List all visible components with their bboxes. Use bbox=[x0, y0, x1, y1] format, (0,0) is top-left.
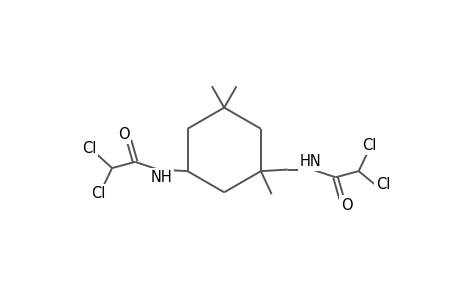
Text: Cl: Cl bbox=[362, 138, 376, 153]
Text: Cl: Cl bbox=[375, 178, 390, 193]
Text: Cl: Cl bbox=[91, 186, 105, 201]
Text: O: O bbox=[341, 197, 352, 212]
Text: Cl: Cl bbox=[82, 140, 96, 155]
Text: HN: HN bbox=[299, 154, 321, 169]
Text: O: O bbox=[118, 127, 129, 142]
Text: NH: NH bbox=[150, 170, 172, 185]
